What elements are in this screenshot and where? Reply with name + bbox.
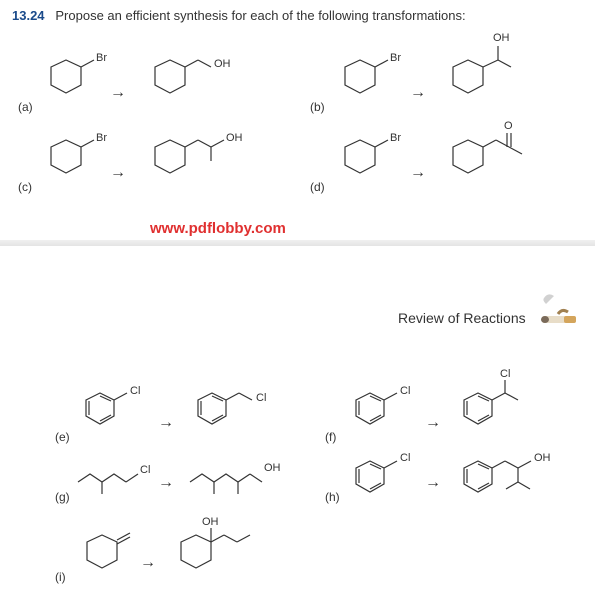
part-e-start-cl: Cl	[130, 385, 140, 397]
part-a-start-br: Br	[96, 52, 107, 64]
part-h-start-cl: Cl	[400, 452, 410, 464]
part-b-arrow: →	[410, 84, 426, 102]
part-i-label: (i)	[55, 570, 66, 584]
part-i-product-structure	[166, 525, 276, 580]
part-c-start-br: Br	[96, 132, 107, 144]
part-a-label: (a)	[18, 100, 33, 114]
part-i-product-oh: OH	[202, 516, 219, 528]
section-divider	[0, 240, 595, 246]
part-g-label: (g)	[55, 490, 70, 504]
part-a-product-oh: OH	[214, 58, 231, 70]
part-h-product-structure	[450, 448, 570, 506]
part-a-arrow: →	[110, 84, 126, 102]
part-e-product-cl: Cl	[256, 392, 266, 404]
part-g-start-cl: Cl	[140, 464, 150, 476]
part-e-label: (e)	[55, 430, 70, 444]
part-e-arrow: →	[158, 414, 174, 432]
part-c-label: (c)	[18, 180, 32, 194]
problem-header: 13.24 Propose an efficient synthesis for…	[12, 8, 466, 23]
problem-text: Propose an efficient synthesis for each …	[55, 8, 465, 23]
part-c-arrow: →	[110, 164, 126, 182]
part-f-arrow: →	[425, 414, 441, 432]
part-f-label: (f)	[325, 430, 336, 444]
part-b-start-br: Br	[390, 52, 401, 64]
part-c-product-oh: OH	[226, 132, 243, 144]
page: 13.24 Propose an efficient synthesis for…	[0, 0, 595, 615]
part-i-start-structure	[72, 530, 142, 580]
part-f-start-cl: Cl	[400, 385, 410, 397]
part-d-start-br: Br	[390, 132, 401, 144]
part-g-arrow: →	[158, 474, 174, 492]
part-f-product-cl: Cl	[500, 368, 510, 380]
part-b-product-oh: OH	[493, 32, 510, 44]
part-b-label: (b)	[310, 100, 325, 114]
part-h-arrow: →	[425, 474, 441, 492]
part-d-product-o: O	[504, 120, 513, 132]
part-g-product-oh: OH	[264, 462, 281, 474]
part-d-arrow: →	[410, 164, 426, 182]
part-b-product-structure	[438, 40, 538, 110]
part-f-product-structure	[450, 378, 550, 440]
part-h-label: (h)	[325, 490, 340, 504]
part-i-arrow: →	[140, 554, 156, 572]
part-h-product-oh: OH	[534, 452, 551, 464]
part-d-label: (d)	[310, 180, 325, 194]
problem-number: 13.24	[12, 8, 45, 23]
part-c-product-structure	[140, 135, 240, 190]
part-d-product-structure	[438, 125, 548, 190]
review-heading: Review of Reactions	[398, 310, 526, 326]
cigarette-icon	[538, 290, 584, 330]
watermark: www.pdflobby.com	[150, 220, 286, 237]
